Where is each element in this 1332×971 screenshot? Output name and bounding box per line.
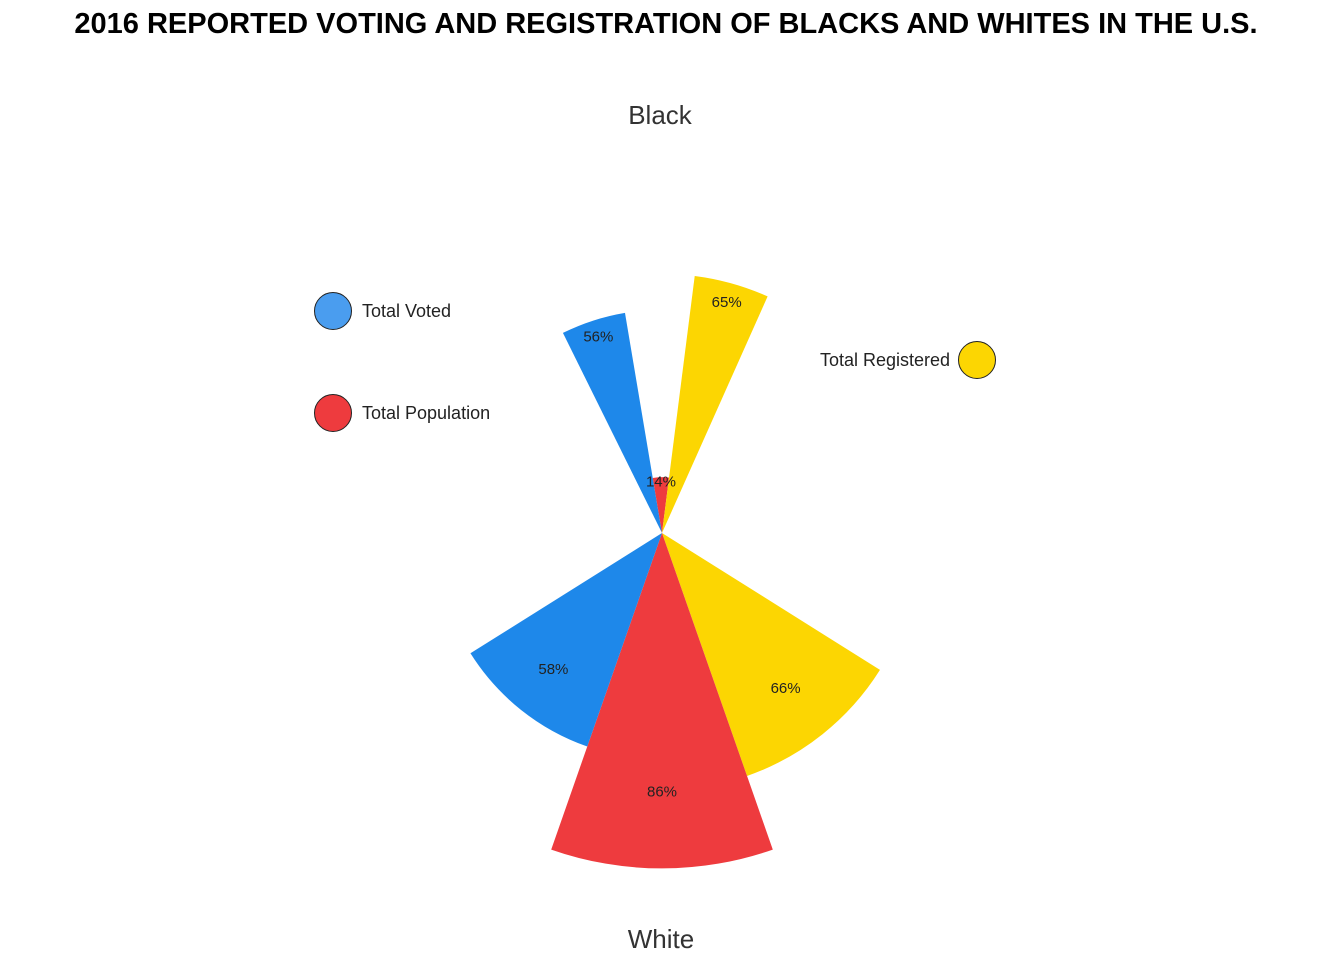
- legend-label-registered: Total Registered: [820, 349, 951, 370]
- legend-dot-voted: [314, 292, 352, 330]
- chart-title: 2016 REPORTED VOTING AND REGISTRATION OF…: [74, 8, 1258, 40]
- slice-black-registered: [662, 275, 768, 533]
- slice-black-voted: [562, 312, 662, 533]
- label-black-voted: 56%: [583, 329, 613, 346]
- legend-dot-population: [314, 394, 352, 432]
- pie-labels: 56% 14% 65% 66% 86% 58%: [538, 294, 800, 800]
- legend-label-population: Total Population: [362, 402, 491, 423]
- pie-slices: [470, 275, 880, 869]
- label-white-population: 86%: [647, 783, 677, 800]
- group-label-white: White: [628, 924, 694, 954]
- label-white-voted: 58%: [538, 661, 568, 678]
- slice-white-population: [551, 533, 773, 869]
- legend-label-voted: Total Voted: [362, 300, 452, 321]
- slice-black-population: [652, 477, 670, 533]
- legend-item-voted: Total Voted: [314, 292, 451, 330]
- slice-white-registered: [662, 533, 880, 776]
- label-white-registered: 66%: [771, 680, 801, 697]
- legend-item-registered: Total Registered: [820, 341, 997, 379]
- legend-item-population: Total Population: [314, 394, 490, 432]
- legend-dot-registered: [958, 341, 997, 379]
- label-black-population: 14%: [646, 473, 676, 490]
- group-label-black: Black: [628, 100, 693, 130]
- slice-white-voted: [470, 533, 662, 747]
- label-black-registered: 65%: [712, 294, 742, 311]
